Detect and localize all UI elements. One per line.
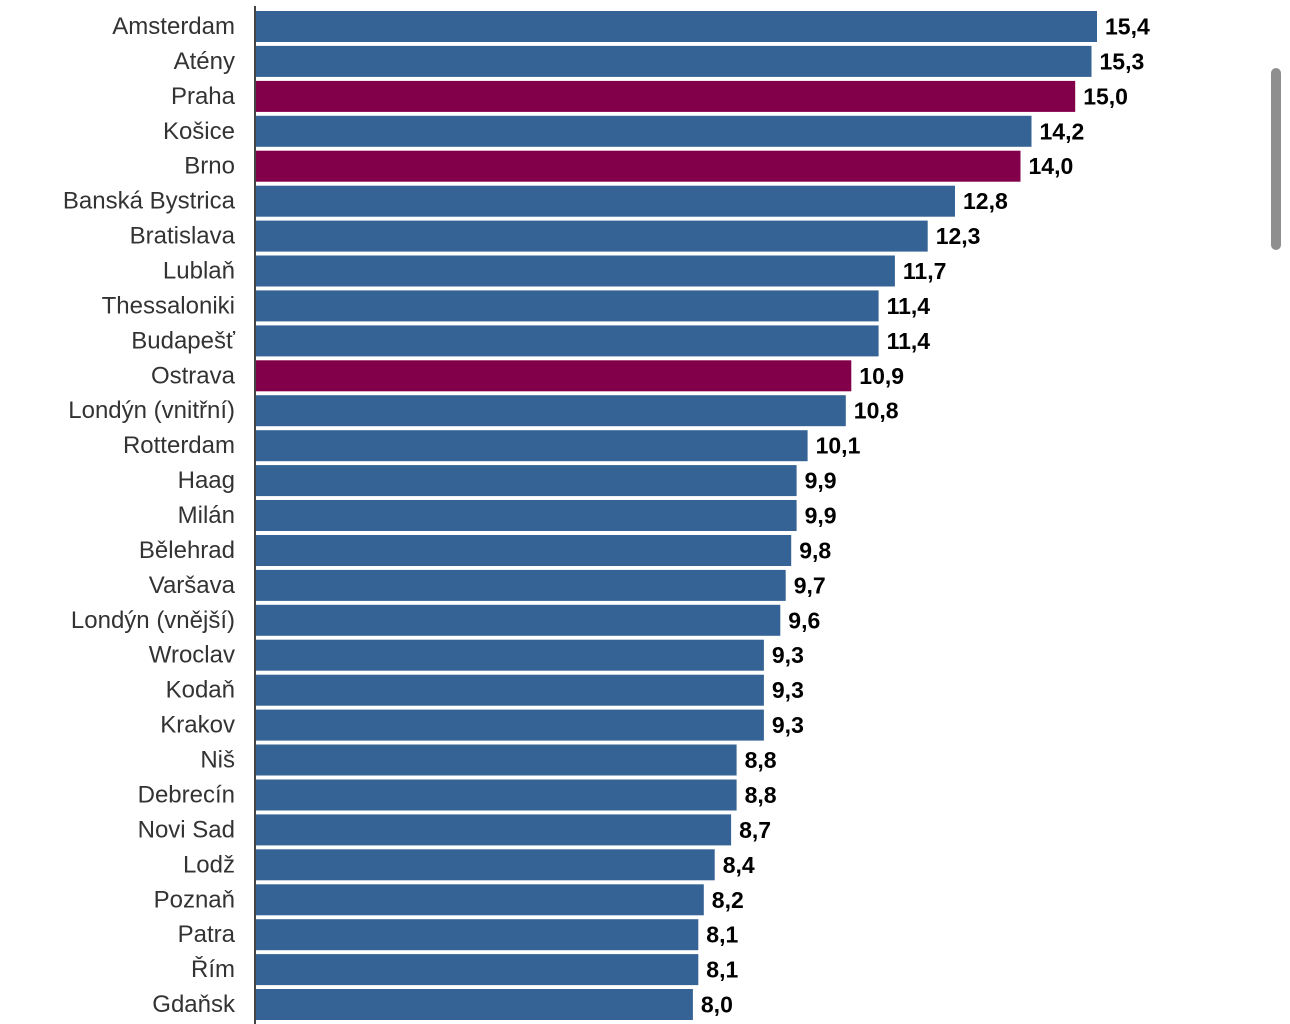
bar-bratislava bbox=[256, 220, 928, 252]
category-label-banska-bystrica: Banská Bystrica bbox=[63, 188, 236, 215]
category-label-krakov: Krakov bbox=[160, 712, 235, 739]
value-label-poznan: 8,2 bbox=[712, 887, 744, 913]
value-label-kodan: 9,3 bbox=[772, 677, 804, 703]
category-label-brno: Brno bbox=[184, 153, 235, 180]
value-label-rotterdam: 10,1 bbox=[816, 433, 861, 459]
bar-nis bbox=[256, 744, 737, 776]
category-label-patra: Patra bbox=[178, 921, 236, 948]
category-label-praha: Praha bbox=[171, 83, 236, 110]
value-label-milan: 9,9 bbox=[805, 503, 837, 529]
bar-krakov bbox=[256, 709, 764, 741]
bar-poznan bbox=[256, 884, 704, 916]
bar-lublan bbox=[256, 255, 895, 287]
category-label-belehrad: Bělehrad bbox=[139, 537, 235, 564]
category-label-rotterdam: Rotterdam bbox=[123, 432, 235, 459]
bar-lodz bbox=[256, 849, 715, 881]
bar-ateny bbox=[256, 45, 1092, 77]
bar-patra bbox=[256, 919, 699, 951]
value-label-budapest: 11,4 bbox=[887, 328, 931, 354]
value-label-wroclav: 9,3 bbox=[772, 642, 804, 668]
bar-rotterdam bbox=[256, 430, 808, 462]
bar-thessaloniki bbox=[256, 290, 879, 322]
bar-novi-sad bbox=[256, 814, 732, 846]
value-label-patra: 8,1 bbox=[706, 922, 738, 948]
value-label-praha: 15,0 bbox=[1083, 83, 1128, 109]
value-label-kosice: 14,2 bbox=[1040, 118, 1085, 144]
value-label-brno: 14,0 bbox=[1029, 153, 1074, 179]
value-label-lublan: 11,7 bbox=[903, 258, 947, 284]
value-label-belehrad: 9,8 bbox=[799, 538, 831, 564]
bar-kosice bbox=[256, 115, 1032, 147]
value-label-novi-sad: 8,7 bbox=[739, 817, 771, 843]
value-label-debrecin: 8,8 bbox=[745, 782, 777, 808]
category-label-gdansk: Gdaňsk bbox=[152, 991, 236, 1018]
bar-londyn-vnejsi bbox=[256, 604, 781, 636]
value-label-varsava: 9,7 bbox=[794, 572, 826, 598]
bar-budapest bbox=[256, 325, 879, 357]
category-label-poznan: Poznaň bbox=[154, 886, 235, 913]
bar-gdansk bbox=[256, 989, 693, 1020]
bar-debrecin bbox=[256, 779, 737, 811]
value-label-nis: 8,8 bbox=[745, 747, 777, 773]
bar-belehrad bbox=[256, 535, 792, 566]
value-label-gdansk: 8,0 bbox=[701, 992, 733, 1018]
bar-rim bbox=[256, 954, 699, 986]
category-label-rim: Řím bbox=[191, 956, 235, 983]
bars-group bbox=[256, 11, 1097, 1020]
value-label-ateny: 15,3 bbox=[1100, 48, 1145, 74]
bar-banska-bystrica bbox=[256, 185, 955, 217]
bar-londyn-vnitrni bbox=[256, 395, 846, 427]
value-label-ostrava: 10,9 bbox=[859, 363, 904, 389]
value-label-krakov: 9,3 bbox=[772, 712, 804, 738]
category-label-lublan: Lublaň bbox=[163, 258, 235, 285]
category-label-varsava: Varšava bbox=[149, 572, 236, 599]
bar-kodan bbox=[256, 674, 764, 706]
category-label-kodan: Kodaň bbox=[166, 677, 235, 704]
bar-milan bbox=[256, 500, 797, 531]
value-label-rim: 8,1 bbox=[706, 957, 738, 983]
category-label-lodz: Lodž bbox=[183, 851, 235, 878]
category-label-debrecin: Debrecín bbox=[138, 782, 235, 809]
bar-amsterdam bbox=[256, 11, 1097, 42]
value-labels-group: 15,4 15,3 15,0 14,2 14,0 12,8 12,3 11,7 11,4 11,4… bbox=[701, 14, 1150, 1018]
category-label-londyn-vnejsi: Londýn (vnější) bbox=[71, 607, 235, 634]
bar-brno bbox=[256, 150, 1021, 182]
category-label-budapest: Budapešť bbox=[131, 327, 236, 354]
bar-wroclav bbox=[256, 639, 764, 671]
category-label-haag: Haag bbox=[178, 467, 235, 494]
bar-haag bbox=[256, 465, 797, 497]
category-label-wroclav: Wroclav bbox=[149, 642, 235, 669]
bar-varsava bbox=[256, 569, 786, 601]
bar-ostrava bbox=[256, 360, 852, 392]
category-label-milan: Milán bbox=[178, 502, 235, 529]
category-label-ateny: Atény bbox=[174, 48, 235, 75]
category-label-thessaloniki: Thessaloniki bbox=[102, 292, 235, 319]
value-label-londyn-vnejsi: 9,6 bbox=[788, 607, 820, 633]
value-label-londyn-vnitrni: 10,8 bbox=[854, 398, 899, 424]
value-label-bratislava: 12,3 bbox=[936, 223, 981, 249]
category-label-novi-sad: Novi Sad bbox=[138, 816, 235, 843]
vertical-scrollbar[interactable] bbox=[1271, 68, 1281, 250]
value-label-haag: 9,9 bbox=[805, 468, 837, 494]
value-label-lodz: 8,4 bbox=[723, 852, 755, 878]
category-label-bratislava: Bratislava bbox=[130, 223, 236, 250]
value-label-amsterdam: 15,4 bbox=[1105, 14, 1150, 40]
category-label-ostrava: Ostrava bbox=[151, 362, 236, 389]
category-label-kosice: Košice bbox=[163, 118, 235, 145]
category-label-londyn-vnitrni: Londýn (vnitřní) bbox=[68, 397, 235, 424]
value-label-thessaloniki: 11,4 bbox=[887, 293, 931, 319]
category-label-nis: Niš bbox=[200, 747, 235, 774]
category-labels-group: Amsterdam Atény Praha Košice Brno Banská Byst… bbox=[63, 13, 236, 1018]
value-label-banska-bystrica: 12,8 bbox=[963, 188, 1008, 214]
category-label-amsterdam: Amsterdam bbox=[112, 13, 235, 40]
bar-praha bbox=[256, 80, 1076, 112]
